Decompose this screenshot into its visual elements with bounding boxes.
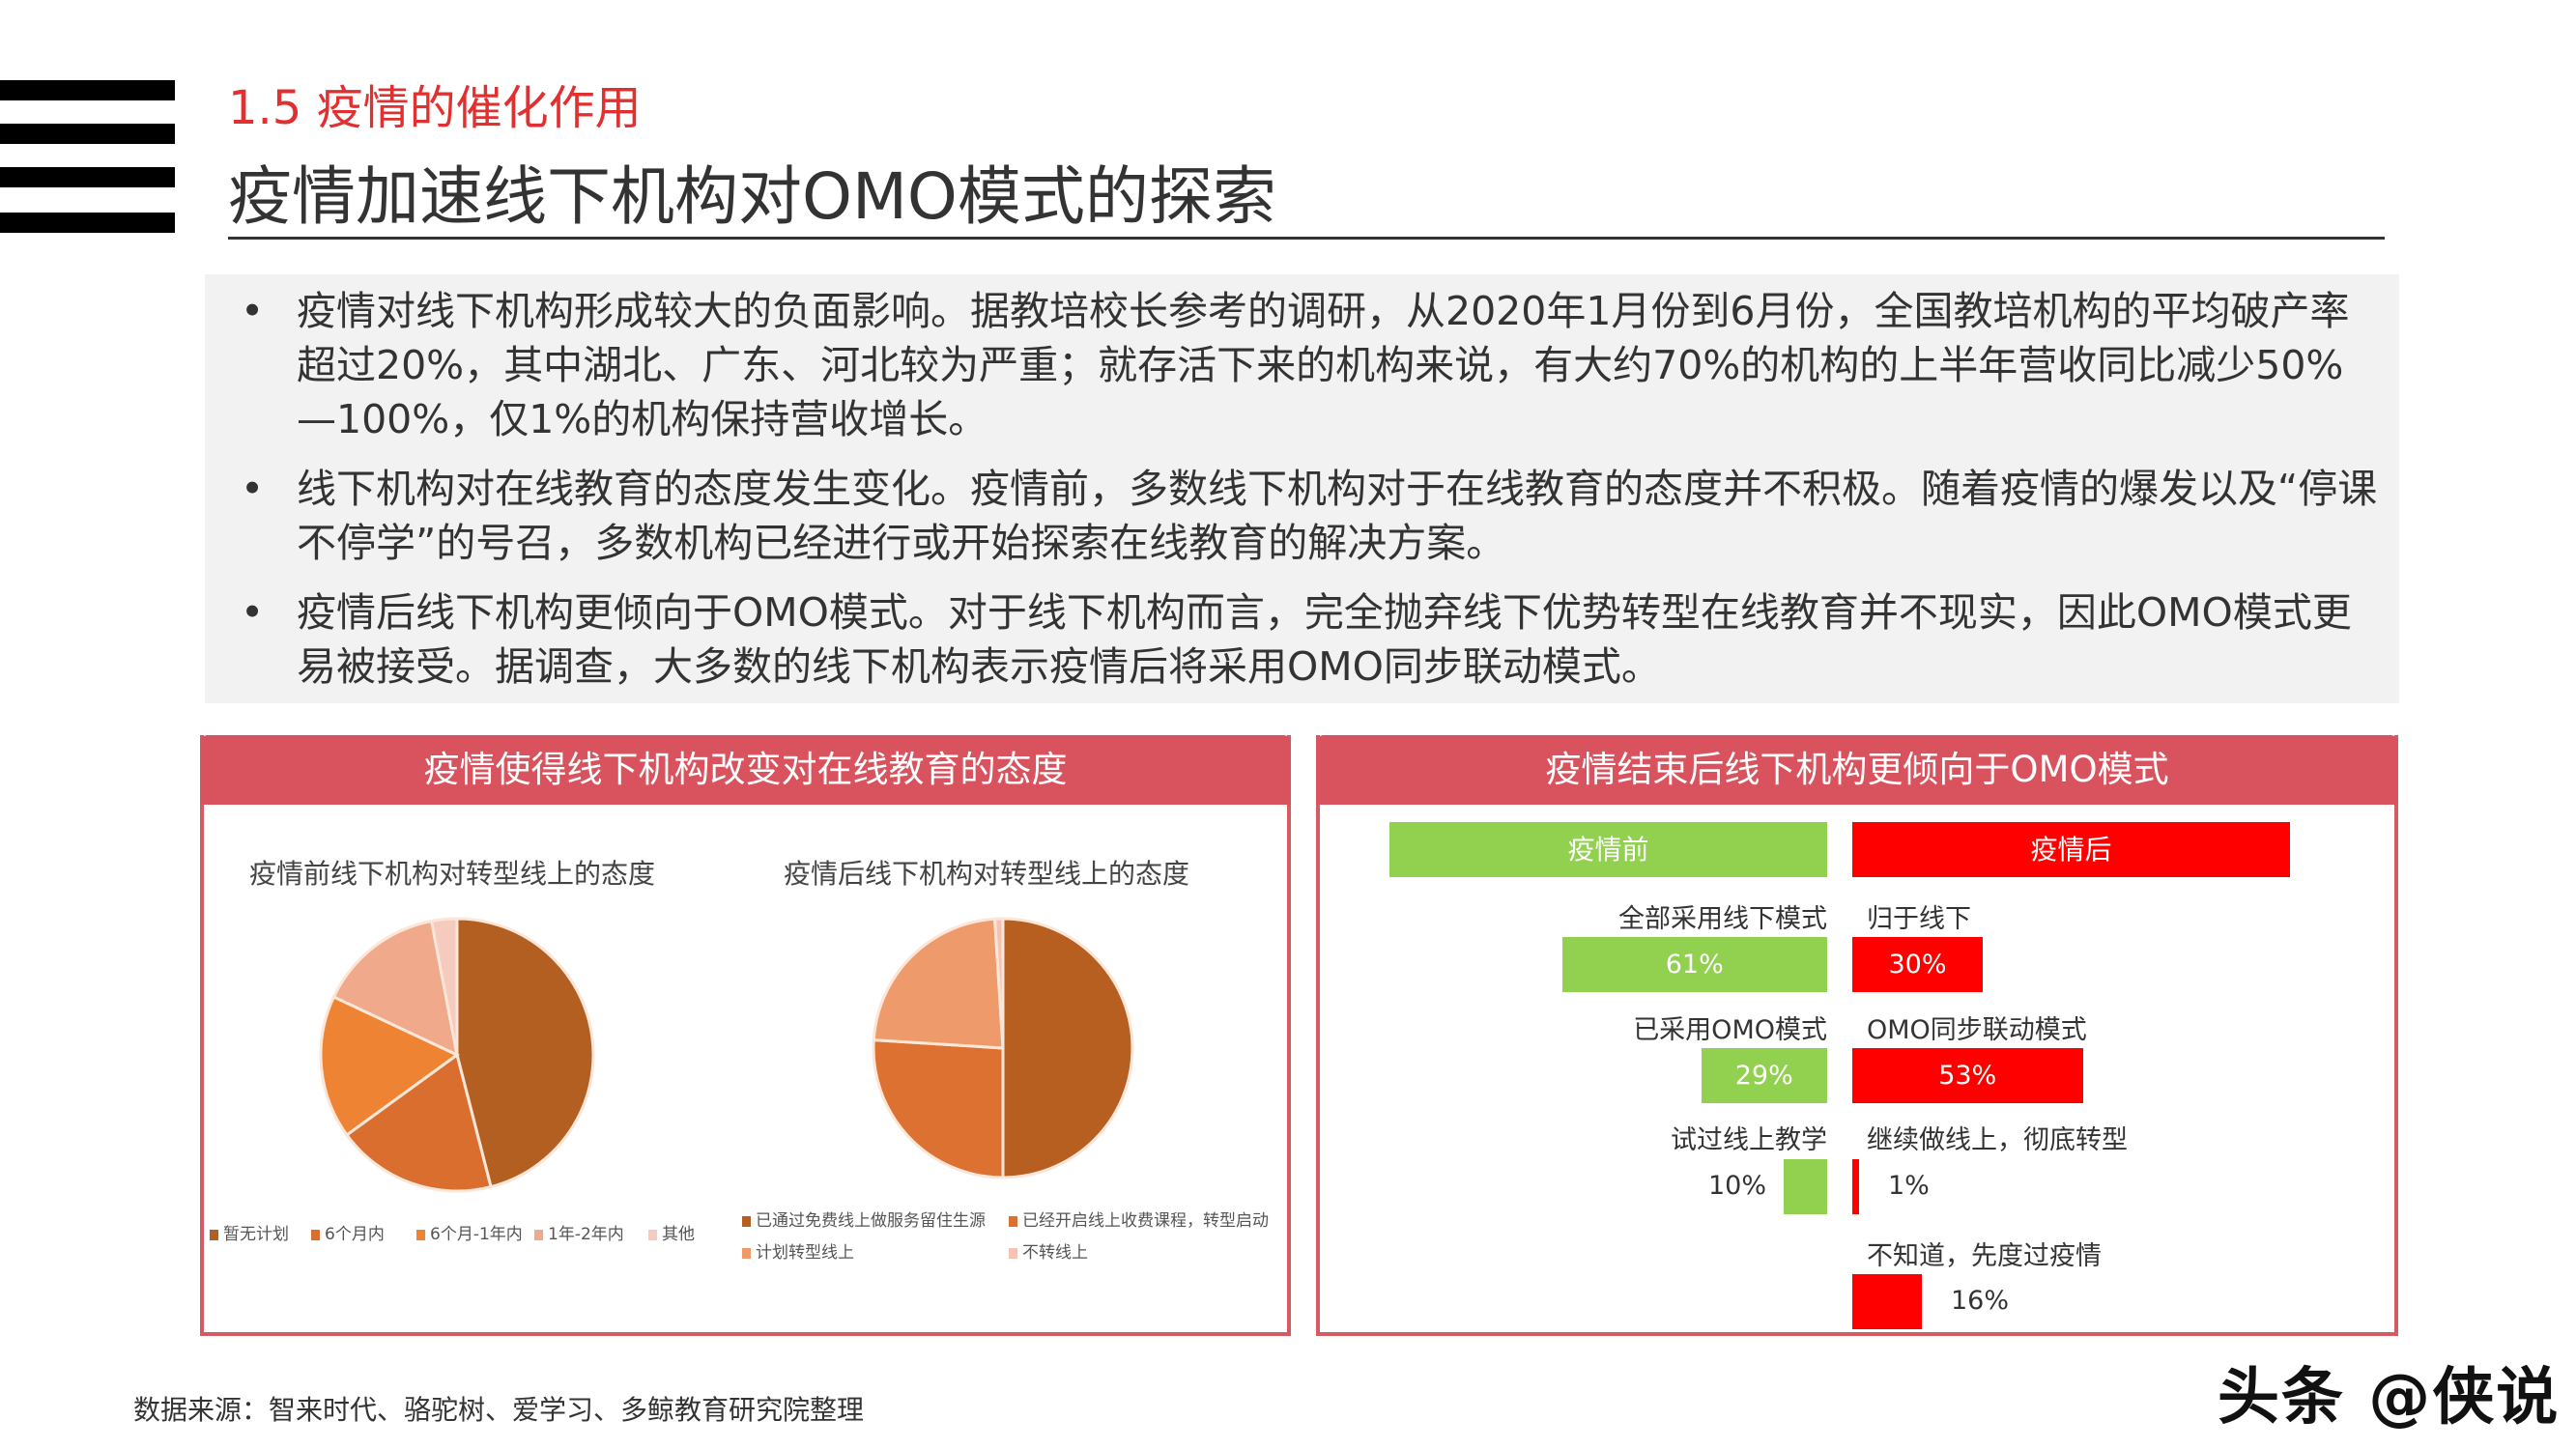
- pie-slice: [872, 917, 1005, 1050]
- legend-item: 6个月内: [311, 1220, 385, 1244]
- decor-stripe: [0, 167, 175, 187]
- decor-stripe: [0, 80, 175, 100]
- pie-slice: [319, 994, 460, 1137]
- left-panel: 疫情使得线下机构改变对在线教育的态度 疫情前线下机构对转型线上的态度 疫情后线下…: [200, 735, 1291, 1336]
- pie-title: 疫情后线下机构对转型线上的态度: [784, 858, 1190, 890]
- pie-slice: [429, 917, 459, 1056]
- pie-slice: [455, 917, 595, 1189]
- decor-stripe: [0, 213, 175, 233]
- bullet-item: 线下机构对在线教育的态度发生变化。疫情前，多数线下机构对于在线教育的态度并不积极…: [224, 462, 2380, 570]
- category-label: 已采用OMO模式: [1633, 1015, 1827, 1045]
- pie-slice: [1001, 917, 1134, 1179]
- legend-item: 6个月-1年内: [416, 1220, 523, 1244]
- pie-slice: [872, 1037, 1005, 1179]
- legend-item: 其他: [648, 1220, 695, 1244]
- bar-value: 1%: [1888, 1171, 1930, 1201]
- legend-item: 已经开启线上收费课程，转型启动: [1009, 1207, 1269, 1231]
- legend-item: 不转线上: [1009, 1238, 1088, 1263]
- bar-after: 30%: [1852, 937, 1983, 992]
- pie-slice: [344, 1052, 493, 1193]
- bar-value: 10%: [1707, 1171, 1766, 1201]
- category-label: 归于线下: [1867, 904, 1971, 934]
- pie-slice: [331, 919, 460, 1058]
- pie-charts: [319, 917, 1134, 1193]
- data-source: 数据来源：智来时代、骆驼树、爱学习、多鲸教育研究院整理: [133, 1394, 865, 1426]
- legend-item: 1年-2年内: [534, 1220, 624, 1244]
- bar-before: [1784, 1159, 1827, 1214]
- bar-before: 29%: [1701, 1048, 1827, 1103]
- category-label: 全部采用线下模式: [1618, 904, 1827, 934]
- bar-value: 16%: [1951, 1286, 2010, 1316]
- title-divider: [228, 237, 2385, 240]
- category-label: OMO同步联动模式: [1867, 1015, 2087, 1045]
- page-title: 疫情加速线下机构对OMO模式的探索: [228, 159, 1276, 234]
- series-header-before: 疫情前: [1389, 822, 1827, 877]
- bullet-item: 疫情后线下机构更倾向于OMO模式。对于线下机构而言，完全抛弃线下优势转型在线教育…: [224, 585, 2380, 694]
- bar-after: 53%: [1852, 1048, 2083, 1103]
- category-label: 不知道，先度过疫情: [1867, 1241, 2102, 1271]
- series-header-after: 疫情后: [1852, 822, 2290, 877]
- panel-header: 疫情使得线下机构改变对在线教育的态度: [200, 735, 1291, 805]
- watermark: 头条 @侠说: [2218, 1362, 2561, 1434]
- bar-before: 61%: [1561, 937, 1827, 992]
- decor-stripe: [0, 124, 175, 144]
- category-label: 继续做线上，彻底转型: [1867, 1125, 2128, 1155]
- category-label: 试过线上教学: [1671, 1125, 1827, 1155]
- legend-item: 暂无计划: [210, 1220, 289, 1244]
- bar-after: [1852, 1159, 1859, 1214]
- panel-header: 疫情结束后线下机构更倾向于OMO模式: [1316, 735, 2398, 805]
- bar-after: [1852, 1274, 1922, 1329]
- right-panel: 疫情结束后线下机构更倾向于OMO模式 疫情前 疫情后 全部采用线下模式 61% 已采…: [1316, 735, 2398, 1336]
- legend-item: 计划转型线上: [742, 1238, 854, 1263]
- section-label: 1.5 疫情的催化作用: [228, 81, 642, 135]
- pie-slice: [992, 917, 1005, 1049]
- intro-box: 疫情对线下机构形成较大的负面影响。据教培校长参考的调研，从2020年1月份到6月…: [205, 274, 2399, 703]
- legend-item: 已通过免费线上做服务留住生源: [742, 1207, 986, 1231]
- bullet-item: 疫情对线下机构形成较大的负面影响。据教培校长参考的调研，从2020年1月份到6月…: [224, 284, 2380, 446]
- pie-title: 疫情前线下机构对转型线上的态度: [249, 858, 656, 890]
